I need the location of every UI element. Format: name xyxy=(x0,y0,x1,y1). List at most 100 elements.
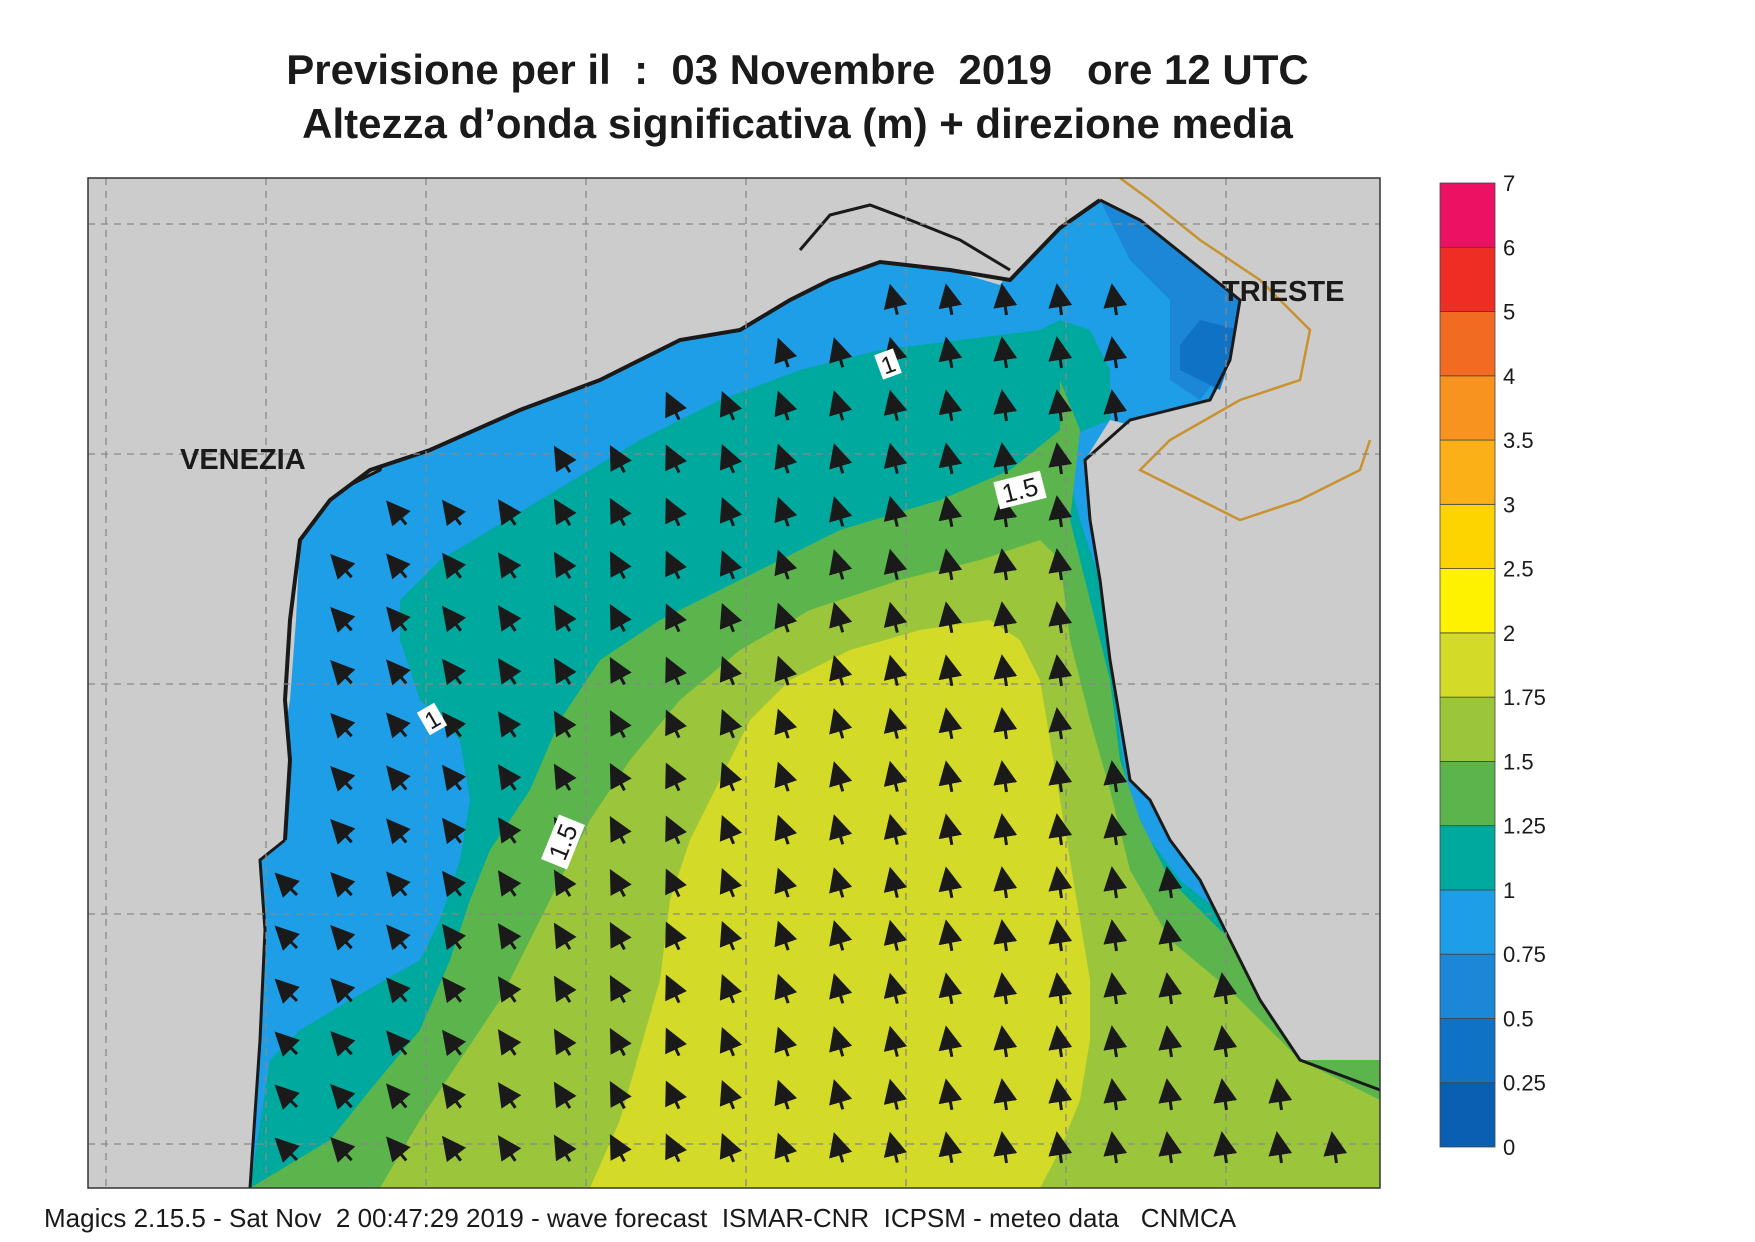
direction-arrow xyxy=(1103,866,1128,899)
direction-arrow xyxy=(1048,336,1073,369)
direction-arrow xyxy=(386,1083,411,1110)
direction-arrow xyxy=(993,495,1018,528)
direction-arrow xyxy=(938,972,963,1005)
direction-arrow xyxy=(719,656,743,686)
legend-level-label: 1 xyxy=(1503,878,1515,903)
coastline-istria xyxy=(1083,198,1380,1092)
direction-arrow xyxy=(938,654,963,687)
place-label-trieste: TRIESTE xyxy=(1222,276,1344,308)
direction-arrow xyxy=(441,711,467,739)
direction-arrow xyxy=(883,813,908,845)
direction-arrow xyxy=(330,924,356,951)
direction-arrow xyxy=(774,920,798,951)
direction-arrow xyxy=(829,337,853,368)
direction-arrow xyxy=(829,496,853,527)
direction-arrow xyxy=(774,867,798,898)
legend-level-label: 0.25 xyxy=(1503,1071,1546,1096)
direction-arrow xyxy=(1048,654,1073,687)
direction-arrow xyxy=(883,654,908,686)
legend-color-block xyxy=(1439,632,1496,698)
direction-arrow xyxy=(330,1083,356,1110)
legend-level-label: 1.25 xyxy=(1503,814,1546,839)
direction-arrow xyxy=(829,920,853,951)
direction-arrow xyxy=(829,973,853,1004)
direction-arrow xyxy=(1048,866,1073,899)
legend-color-block xyxy=(1439,889,1496,955)
direction-arrow xyxy=(938,1025,963,1058)
direction-arrow xyxy=(609,551,632,580)
direction-arrow xyxy=(497,976,522,1003)
direction-arrow xyxy=(386,871,411,898)
direction-arrow xyxy=(665,550,687,580)
coastline-grado xyxy=(798,203,1011,272)
direction-arrow xyxy=(774,814,798,845)
direction-arrow xyxy=(386,606,411,633)
direction-arrow xyxy=(1103,336,1128,369)
direction-arrow xyxy=(993,1131,1018,1164)
direction-arrow xyxy=(1103,1025,1128,1058)
direction-arrow xyxy=(665,444,687,474)
direction-arrow xyxy=(774,1132,798,1163)
direction-arrow xyxy=(609,816,632,845)
direction-arrow xyxy=(609,763,632,792)
direction-arrow xyxy=(553,551,577,579)
direction-arrow xyxy=(993,919,1018,952)
direction-arrow xyxy=(883,442,908,474)
legend-level-label: 1.5 xyxy=(1503,749,1534,774)
direction-arrow xyxy=(665,868,687,898)
direction-arrow xyxy=(386,659,411,686)
direction-arrow xyxy=(1268,1078,1293,1111)
direction-arrow xyxy=(497,711,522,738)
direction-arrow xyxy=(774,496,798,527)
direction-arrow xyxy=(1103,972,1128,1005)
direction-arrow xyxy=(665,603,687,633)
legend-level-label: 2 xyxy=(1503,621,1515,646)
direction-arrow xyxy=(497,923,522,950)
direction-arrow xyxy=(719,921,743,951)
direction-arrow xyxy=(1103,389,1128,422)
direction-arrow xyxy=(665,1133,687,1163)
legend-color-block xyxy=(1439,953,1496,1019)
direction-arrow xyxy=(993,442,1018,475)
legend-level-label: 7 xyxy=(1503,171,1515,196)
direction-arrow xyxy=(274,872,300,898)
coastline-south xyxy=(248,838,286,1188)
land-north-coast xyxy=(88,178,1100,1188)
direction-arrow xyxy=(553,922,577,950)
direction-arrow xyxy=(441,923,467,951)
direction-arrow xyxy=(719,815,743,845)
direction-arrow xyxy=(665,656,687,686)
direction-arrow xyxy=(441,764,467,792)
direction-arrow xyxy=(609,445,632,474)
direction-arrow xyxy=(938,707,963,740)
direction-arrow xyxy=(993,548,1018,581)
legend-level-label: 3 xyxy=(1503,492,1515,517)
direction-arrow xyxy=(883,972,908,1004)
direction-arrow xyxy=(1103,919,1128,952)
direction-arrow xyxy=(441,499,467,527)
direction-arrow xyxy=(274,1137,300,1163)
direction-arrow xyxy=(330,553,356,580)
direction-arrow xyxy=(441,552,467,580)
direction-arrow xyxy=(330,818,356,845)
direction-arrow xyxy=(993,1078,1018,1111)
direction-arrow xyxy=(330,977,356,1004)
direction-arrow xyxy=(441,1029,467,1057)
wave-direction-arrows xyxy=(274,283,1348,1164)
direction-arrow xyxy=(774,549,798,580)
direction-arrow xyxy=(938,389,963,422)
direction-arrow xyxy=(553,763,577,791)
direction-arrow xyxy=(553,1028,577,1056)
legend-level-label: 5 xyxy=(1503,300,1515,325)
direction-arrow xyxy=(441,605,467,633)
direction-arrow xyxy=(609,604,632,633)
legend-color-block xyxy=(1439,246,1496,312)
direction-arrow xyxy=(993,654,1018,687)
direction-arrow xyxy=(386,500,411,527)
direction-arrow xyxy=(497,817,522,844)
direction-arrow xyxy=(993,336,1018,369)
direction-arrow xyxy=(1103,760,1128,793)
direction-arrow xyxy=(553,1134,577,1162)
direction-arrow xyxy=(774,390,798,421)
